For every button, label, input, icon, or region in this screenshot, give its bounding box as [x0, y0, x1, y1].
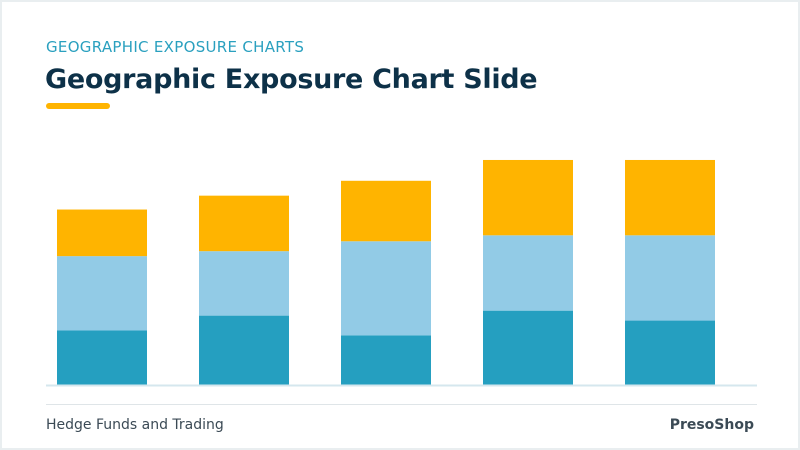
bar-5-segment-3: [625, 159, 715, 236]
bar-4-segment-3: [483, 159, 573, 236]
footer-divider: [46, 404, 757, 405]
title-accent-bar: [46, 103, 110, 109]
bar-1-segment-1: [57, 330, 147, 385]
bar-2-segment-1: [199, 315, 289, 385]
bar-4-segment-2: [483, 235, 573, 311]
bar-1-segment-3: [57, 209, 147, 257]
eyebrow-label: GEOGRAPHIC EXPOSURE CHARTS: [46, 38, 305, 56]
bar-1-segment-2: [57, 256, 147, 331]
page-title: Geographic Exposure Chart Slide: [45, 64, 538, 95]
bar-4-segment-1: [483, 310, 573, 385]
bar-3-segment-2: [341, 241, 431, 336]
bar-3-segment-3: [341, 180, 431, 242]
brand-logo-text: PresoShop: [669, 417, 754, 433]
bar-5-segment-2: [625, 235, 715, 321]
footer-text: Hedge Funds and Trading: [46, 417, 224, 433]
bar-2-segment-2: [199, 251, 289, 316]
bar-5-segment-1: [625, 320, 715, 385]
bar-2-segment-3: [199, 195, 289, 252]
bar-3-segment-1: [341, 335, 431, 385]
